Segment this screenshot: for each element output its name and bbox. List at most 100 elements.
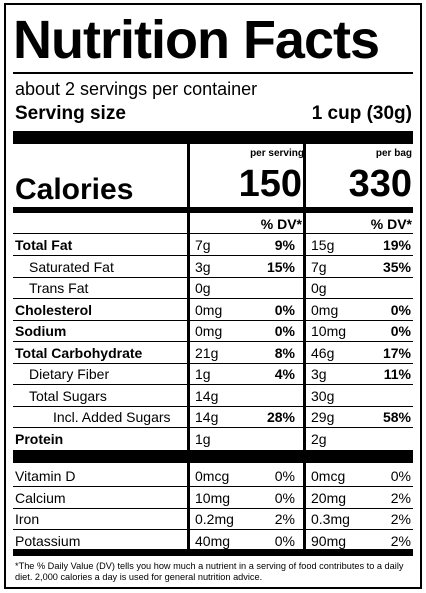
serving-dv: 9% — [274, 237, 295, 253]
serving-amount: 40mg — [195, 532, 231, 549]
vitamin-row: Vitamin D 0mcg 0% 0mcg 0% — [13, 466, 413, 487]
bag-dv: 58% — [382, 409, 411, 425]
row-divider — [13, 529, 413, 530]
serving-amount: 0mcg — [195, 468, 230, 484]
vitamin-row: Potassium 40mg 0% 90mg 2% — [13, 531, 413, 552]
nutrient-name: Incl. Added Sugars — [53, 409, 171, 425]
bag-amount: 0mg — [311, 301, 339, 318]
bag-dv: 0% — [390, 323, 411, 339]
nutrient-row: Trans Fat 0g 0g — [13, 278, 413, 299]
bag-dv: 0% — [390, 301, 411, 318]
divider-footnote — [13, 549, 413, 556]
row-divider — [13, 298, 413, 299]
serving-dv: 15% — [266, 258, 295, 275]
nutrient-name: Saturated Fat — [29, 258, 114, 275]
nutrient-name: Dietary Fiber — [29, 366, 110, 382]
row-divider — [13, 319, 413, 321]
bag-dv: 17% — [382, 344, 411, 361]
serving-dv: 0% — [274, 301, 295, 318]
nutrient-row: Total Carbohydrate 21g 8% 46g 17% — [13, 343, 413, 364]
divider-thick-vitamins — [13, 450, 413, 463]
serving-amount: 1g — [195, 366, 211, 382]
vitamin-row: Calcium 10mg 0% 20mg 2% — [13, 488, 413, 509]
serving-amount: 14g — [195, 409, 219, 425]
nutrient-name: Total Carbohydrate — [15, 344, 143, 361]
vitamin-name: Calcium — [15, 489, 66, 506]
divider-medium — [13, 207, 413, 213]
bag-dv: 11% — [383, 366, 411, 382]
dv-header-serving: % DV* — [260, 216, 302, 232]
serving-dv: 4% — [274, 366, 295, 382]
vitamin-row: Iron 0.2mg 2% 0.3mg 2% — [13, 509, 413, 530]
per-serving-header: per serving — [250, 148, 304, 159]
row-divider — [13, 405, 413, 407]
bag-amount: 3g — [311, 366, 327, 382]
serving-dv: 0% — [274, 489, 295, 506]
bag-amount: 90mg — [311, 532, 347, 549]
nutrient-row: Incl. Added Sugars 14g 28% 29g 58% — [13, 407, 413, 428]
nutrient-name: Protein — [15, 430, 64, 447]
bag-dv: 35% — [382, 258, 411, 275]
serving-amount: 14g — [195, 387, 219, 404]
footnote: *The % Daily Value (DV) tells you how mu… — [15, 561, 404, 582]
row-divider — [13, 362, 413, 364]
calories-per-serving: 150 — [238, 163, 302, 205]
serving-dv: 8% — [274, 344, 295, 361]
nutrition-facts-panel: Nutrition Facts about 2 servings per con… — [4, 3, 422, 589]
bag-amount: 20mg — [311, 489, 347, 506]
calories-per-bag: 330 — [348, 163, 412, 205]
row-divider — [13, 341, 413, 342]
dv-header-bag: % DV* — [370, 216, 412, 232]
calories-label: Calories — [15, 173, 134, 206]
bag-amount: 29g — [311, 409, 335, 425]
serving-dv: 28% — [266, 409, 295, 425]
nutrient-name: Total Fat — [15, 237, 73, 253]
serving-amount: 0mg — [195, 301, 223, 318]
vitamin-name: Potassium — [15, 532, 81, 549]
bag-dv: 2% — [390, 532, 411, 549]
divider-thin — [13, 72, 413, 74]
servings-per-container: about 2 servings per container — [15, 79, 258, 99]
nutrient-name: Total Sugars — [29, 387, 107, 404]
serving-amount: 21g — [195, 344, 219, 361]
bag-amount: 46g — [311, 344, 335, 361]
serving-size-value: 1 cup (30g) — [311, 103, 412, 124]
vitamin-name: Vitamin D — [15, 468, 76, 484]
nutrient-row: Total Fat 7g 9% 15g 19% — [13, 235, 413, 256]
bag-dv: 19% — [382, 237, 411, 253]
row-divider — [13, 276, 413, 278]
bag-dv: 0% — [390, 468, 411, 484]
panel-title: Nutrition Facts — [13, 10, 380, 70]
serving-dv: 0% — [274, 323, 295, 339]
nutrient-name: Trans Fat — [29, 280, 89, 296]
serving-dv: 0% — [274, 468, 295, 484]
row-divider — [13, 427, 413, 428]
divider-hairline — [13, 233, 413, 234]
nutrient-name: Sodium — [15, 323, 67, 339]
row-divider — [13, 486, 413, 487]
serving-amount: 1g — [195, 430, 211, 447]
serving-amount: 0mg — [195, 323, 223, 339]
bag-amount: 7g — [311, 258, 327, 275]
nutrient-row: Protein 1g 2g — [13, 429, 413, 450]
nutrient-row: Saturated Fat 3g 15% 7g 35% — [13, 257, 413, 278]
serving-amount: 0g — [195, 280, 211, 296]
bag-dv: 2% — [390, 511, 411, 527]
bag-amount: 2g — [311, 430, 327, 447]
serving-amount: 10mg — [195, 489, 231, 506]
row-divider — [13, 507, 413, 509]
bag-amount: 0g — [311, 280, 327, 296]
nutrient-name: Cholesterol — [15, 301, 93, 318]
bag-amount: 0mcg — [311, 468, 346, 484]
nutrient-row: Total Sugars 14g 30g — [13, 386, 413, 407]
nutrient-row: Sodium 0mg 0% 10mg 0% — [13, 321, 413, 342]
bag-amount: 0.3mg — [311, 511, 350, 527]
serving-amount: 0.2mg — [195, 511, 234, 527]
serving-size-label: Serving size — [15, 103, 126, 124]
serving-amount: 7g — [195, 237, 211, 253]
bag-amount: 30g — [311, 387, 335, 404]
nutrient-row: Dietary Fiber 1g 4% 3g 11% — [13, 364, 413, 385]
nutrient-row: Cholesterol 0mg 0% 0mg 0% — [13, 300, 413, 321]
serving-amount: 3g — [195, 258, 211, 275]
serving-dv: 0% — [274, 532, 295, 549]
